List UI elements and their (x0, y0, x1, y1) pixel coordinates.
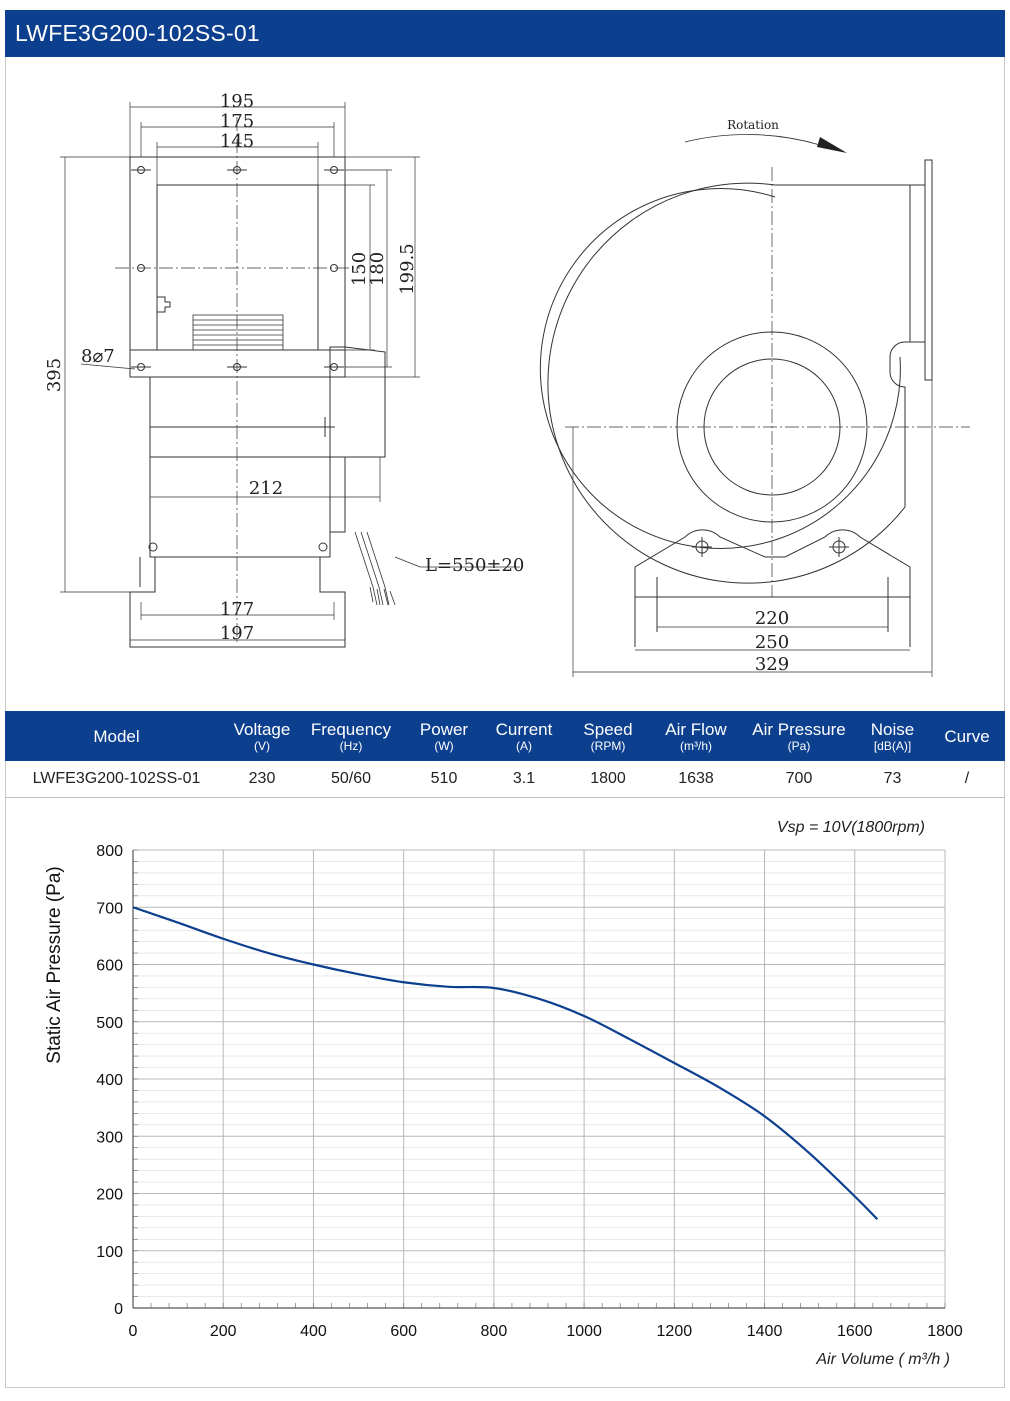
dim-250: 250 (755, 632, 789, 653)
dim-175: 175 (220, 111, 254, 132)
chart-annotation: Vsp = 10V(1800rpm) (777, 819, 925, 836)
pressure-curve-line (132, 906, 879, 1221)
y-tick-label: 0 (114, 1301, 123, 1318)
front-view (60, 102, 520, 648)
y-tick-label: 400 (96, 1072, 123, 1089)
dim-395: 395 (44, 358, 65, 392)
y-tick-label: 700 (96, 900, 123, 917)
cell-power: 510 (406, 761, 482, 798)
cell-model: LWFE3G200-102SS-01 (5, 761, 228, 798)
outlet-flange (924, 159, 933, 381)
y-tick-label: 300 (96, 1129, 123, 1146)
col-current: Current (A) (482, 711, 566, 761)
side-view (539, 134, 970, 677)
x-tick-label: 400 (300, 1323, 327, 1340)
dim-150: 150 (349, 252, 370, 286)
dim-177: 177 (220, 599, 254, 620)
x-tick-label: 1000 (566, 1323, 602, 1340)
rotation-label: Rotation (727, 118, 779, 132)
x-tick-label: 1600 (837, 1323, 873, 1340)
y-tick-label: 800 (96, 843, 123, 860)
page-title-text: LWFE3G200-102SS-01 (15, 20, 260, 46)
performance-chart: 0 100 200 300 400 500 600 700 800 0 200 400 600 800 10… (5, 800, 1005, 1388)
x-axis-label: Air Volume ( m³/h ) (815, 1351, 950, 1368)
cell-noise: 73 (856, 761, 929, 798)
y-tick-label: 100 (96, 1244, 123, 1261)
front-mounting-plate (129, 156, 346, 378)
dim-145: 145 (220, 131, 254, 152)
col-air-pressure: Air Pressure (Pa) (742, 711, 856, 761)
cell-voltage: 230 (228, 761, 296, 798)
col-frequency: Frequency (Hz) (296, 711, 406, 761)
motor-body (129, 346, 386, 648)
y-tick-label: 500 (96, 1015, 123, 1032)
x-tick-label: 1400 (747, 1323, 783, 1340)
col-noise: Noise [dB(A)] (856, 711, 929, 761)
y-tick-label: 600 (96, 958, 123, 975)
cell-air-flow: 1638 (650, 761, 742, 798)
cell-air-pressure: 700 (742, 761, 856, 798)
mounting-holes (131, 166, 344, 371)
rotation-arrowhead (817, 137, 847, 153)
dim-212: 212 (249, 478, 283, 499)
side-dimension-lines (572, 380, 933, 677)
cell-speed: 1800 (566, 761, 650, 798)
dim-180: 180 (367, 252, 388, 286)
col-air-flow: Air Flow (m³/h) (650, 711, 742, 761)
x-tick-label: 600 (390, 1323, 417, 1340)
col-voltage: Voltage (V) (228, 711, 296, 761)
drawing-svg: 195 175 145 150 180 199.5 395 8⌀7 212 17… (44, 91, 970, 677)
cell-frequency: 50/60 (296, 761, 406, 798)
y-tick-label: 200 (96, 1187, 123, 1204)
x-tick-label: 0 (129, 1323, 138, 1340)
col-model: Model (5, 711, 228, 761)
spec-table-header: Model Voltage (V) Frequency (Hz) Power (W) … (5, 711, 1005, 761)
table-row: LWFE3G200-102SS-01 230 50/60 510 3.1 180… (5, 761, 1005, 798)
col-power: Power (W) (406, 711, 482, 761)
cell-current: 3.1 (482, 761, 566, 798)
x-tick-label: 200 (210, 1323, 237, 1340)
dim-220: 220 (755, 608, 789, 629)
dim-cable-length: L=550±20 (425, 555, 524, 576)
x-tick-label: 1200 (657, 1323, 693, 1340)
dim-197: 197 (220, 623, 254, 644)
x-tick-label: 800 (481, 1323, 508, 1340)
col-speed: Speed (RPM) (566, 711, 650, 761)
x-tick-label: 1800 (927, 1323, 963, 1340)
motor-cable (354, 531, 396, 606)
dim-199-5: 199.5 (397, 243, 418, 295)
cell-curve: / (929, 761, 1005, 798)
front-dimension-lines (60, 102, 520, 645)
technical-drawing: 195 175 145 150 180 199.5 395 8⌀7 212 17… (5, 57, 1005, 710)
spec-table: Model Voltage (V) Frequency (Hz) Power (W) … (5, 711, 1005, 798)
base-bracket (634, 529, 911, 647)
rotation-arrow (684, 134, 821, 146)
page-title: LWFE3G200-102SS-01 (5, 10, 1005, 57)
dim-329: 329 (755, 654, 789, 675)
chart-svg: 0 100 200 300 400 500 600 700 800 0 200 400 600 800 10… (44, 819, 963, 1368)
dim-195: 195 (220, 91, 254, 112)
col-curve: Curve (929, 711, 1005, 761)
scroll-housing (547, 182, 925, 584)
y-axis-label: Static Air Pressure (Pa) (44, 866, 65, 1063)
impeller-blades (192, 314, 284, 351)
dim-holes: 8⌀7 (81, 346, 115, 367)
